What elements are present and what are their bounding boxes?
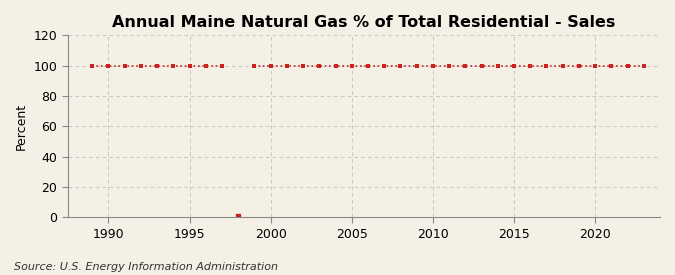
Y-axis label: Percent: Percent: [15, 103, 28, 150]
Title: Annual Maine Natural Gas % of Total Residential - Sales: Annual Maine Natural Gas % of Total Resi…: [112, 15, 616, 30]
Text: Source: U.S. Energy Information Administration: Source: U.S. Energy Information Administ…: [14, 262, 277, 272]
